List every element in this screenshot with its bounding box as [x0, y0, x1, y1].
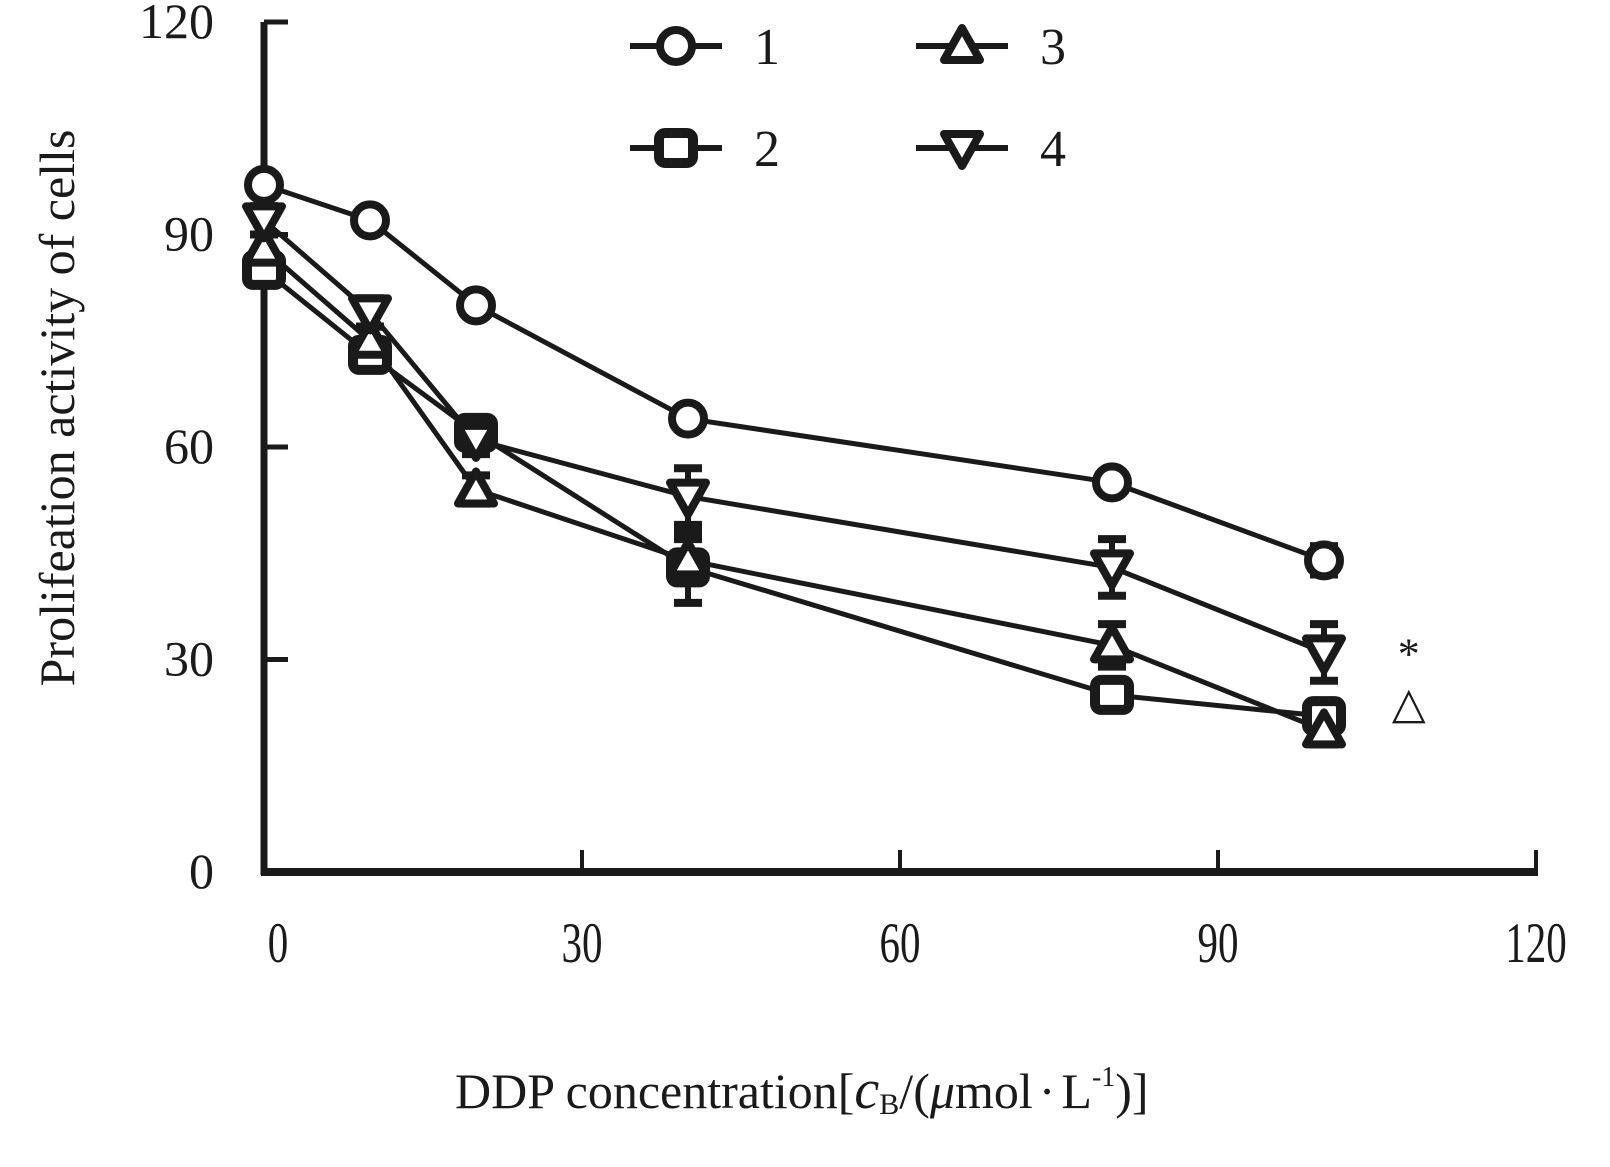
legend-label: 4 — [1040, 121, 1066, 178]
legend-item-4: 4 — [916, 121, 1066, 178]
x-axis-title-sub: B — [879, 1088, 899, 1121]
series-1-point — [244, 164, 284, 205]
x-tick-label: 30 — [562, 911, 603, 974]
x-tick-label: 120 — [1505, 911, 1566, 974]
series-1-point — [1092, 462, 1132, 503]
series-1-point — [350, 200, 390, 241]
y-axis-title: Prolifeation activity of cells — [29, 130, 85, 687]
series-3-point — [242, 226, 286, 267]
x-axis-title: DDP concentration[cB/(μmol · L-1)] — [455, 1059, 1149, 1121]
series-3-point — [1090, 623, 1134, 664]
series-lines — [262, 182, 1325, 733]
legend-triangle-up-icon — [940, 24, 984, 64]
series-layer — [242, 164, 1346, 749]
x-axis-title-mu: μ — [929, 1063, 955, 1119]
x-axis-title-sup: -1 — [1092, 1062, 1115, 1093]
x-axis-title-var: c — [854, 1059, 879, 1121]
series-4-point — [666, 478, 710, 519]
legend-label: 2 — [754, 121, 780, 178]
series-3-point — [1302, 708, 1346, 749]
legend-label: 1 — [754, 19, 780, 76]
y-tick-label: 30 — [164, 631, 214, 687]
series-1-point — [1304, 540, 1344, 581]
series-error-bars — [250, 202, 1338, 749]
x-axis-title-mid: /( — [899, 1063, 930, 1119]
y-tick-label: 0 — [189, 843, 214, 899]
legend-square-icon — [654, 128, 698, 168]
legend-item-3: 3 — [916, 19, 1066, 76]
significance-triangle: △ — [1392, 679, 1426, 728]
legend: 1 2 3 4 — [630, 19, 1066, 178]
series-3-point — [454, 467, 498, 508]
series-3-point — [666, 538, 710, 579]
x-axis-title-suffix: )] — [1115, 1063, 1148, 1119]
series-1-point — [668, 398, 708, 439]
x-tick-label: 0 — [268, 911, 289, 974]
x-axis-ticks: 0 30 60 90 120 — [268, 850, 1567, 975]
series-1-point — [456, 285, 496, 326]
x-axis-title-unit: mol — [955, 1063, 1033, 1119]
x-axis-title-L: L — [1061, 1063, 1092, 1119]
series-4-point — [1090, 549, 1134, 590]
series-4-point — [454, 421, 498, 462]
legend-label: 3 — [1040, 19, 1066, 76]
series-3-point — [348, 318, 392, 359]
series-4-point — [1302, 634, 1346, 675]
x-tick-label: 90 — [1198, 911, 1239, 974]
x-axis-title-prefix: DDP concentration[ — [455, 1063, 854, 1119]
significance-asterisk: * — [1398, 629, 1420, 678]
legend-triangle-down-icon — [940, 130, 984, 170]
y-axis-ticks: 0 30 60 90 120 — [139, 0, 288, 899]
series-4-point — [348, 294, 392, 335]
legend-item-2: 2 — [630, 121, 780, 178]
y-tick-label: 120 — [139, 0, 214, 49]
series-2-line — [262, 267, 1325, 719]
series-2-point — [1090, 674, 1134, 715]
legend-circle-icon — [656, 26, 696, 66]
annotations: *△ — [1392, 629, 1426, 728]
y-tick-label: 90 — [164, 206, 214, 262]
series-4-point — [242, 202, 286, 243]
y-tick-label: 60 — [164, 418, 214, 474]
x-tick-label: 60 — [880, 911, 921, 974]
series-3-line — [262, 246, 1325, 733]
series-markers — [242, 164, 1346, 749]
legend-item-1: 1 — [630, 19, 780, 76]
x-axis-title-dot: · — [1039, 1063, 1056, 1119]
